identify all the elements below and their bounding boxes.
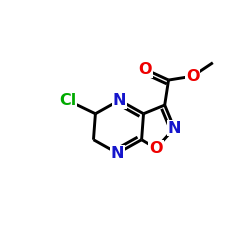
Text: N: N (168, 121, 181, 136)
Text: Cl: Cl (59, 93, 76, 108)
Text: O: O (149, 141, 163, 156)
Text: O: O (186, 69, 199, 84)
Text: N: N (111, 146, 124, 161)
Text: N: N (113, 93, 126, 108)
Text: O: O (139, 62, 152, 77)
